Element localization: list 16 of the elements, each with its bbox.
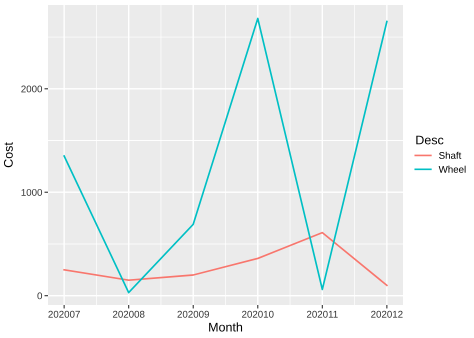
x-tick-label: 202007 (48, 310, 80, 318)
y-tick-label: 0 (37, 292, 42, 300)
legend-label: Shaft (439, 152, 462, 159)
x-axis-title: Month (209, 322, 242, 332)
y-tick-label: 1000 (22, 188, 42, 196)
x-tick-label: 202008 (112, 310, 144, 318)
x-tick-label: 202012 (371, 310, 403, 318)
x-tick-label: 202010 (242, 310, 274, 318)
legend-label: Wheel (438, 166, 466, 173)
x-tick-label: 202011 (306, 310, 338, 318)
line-series (63, 18, 388, 294)
line-series (63, 232, 388, 286)
legend-title: Desc (416, 136, 444, 144)
y-axis-title: Cost (4, 142, 13, 168)
y-tick-label: 2000 (21, 86, 42, 92)
x-tick-label: 202009 (177, 310, 209, 318)
